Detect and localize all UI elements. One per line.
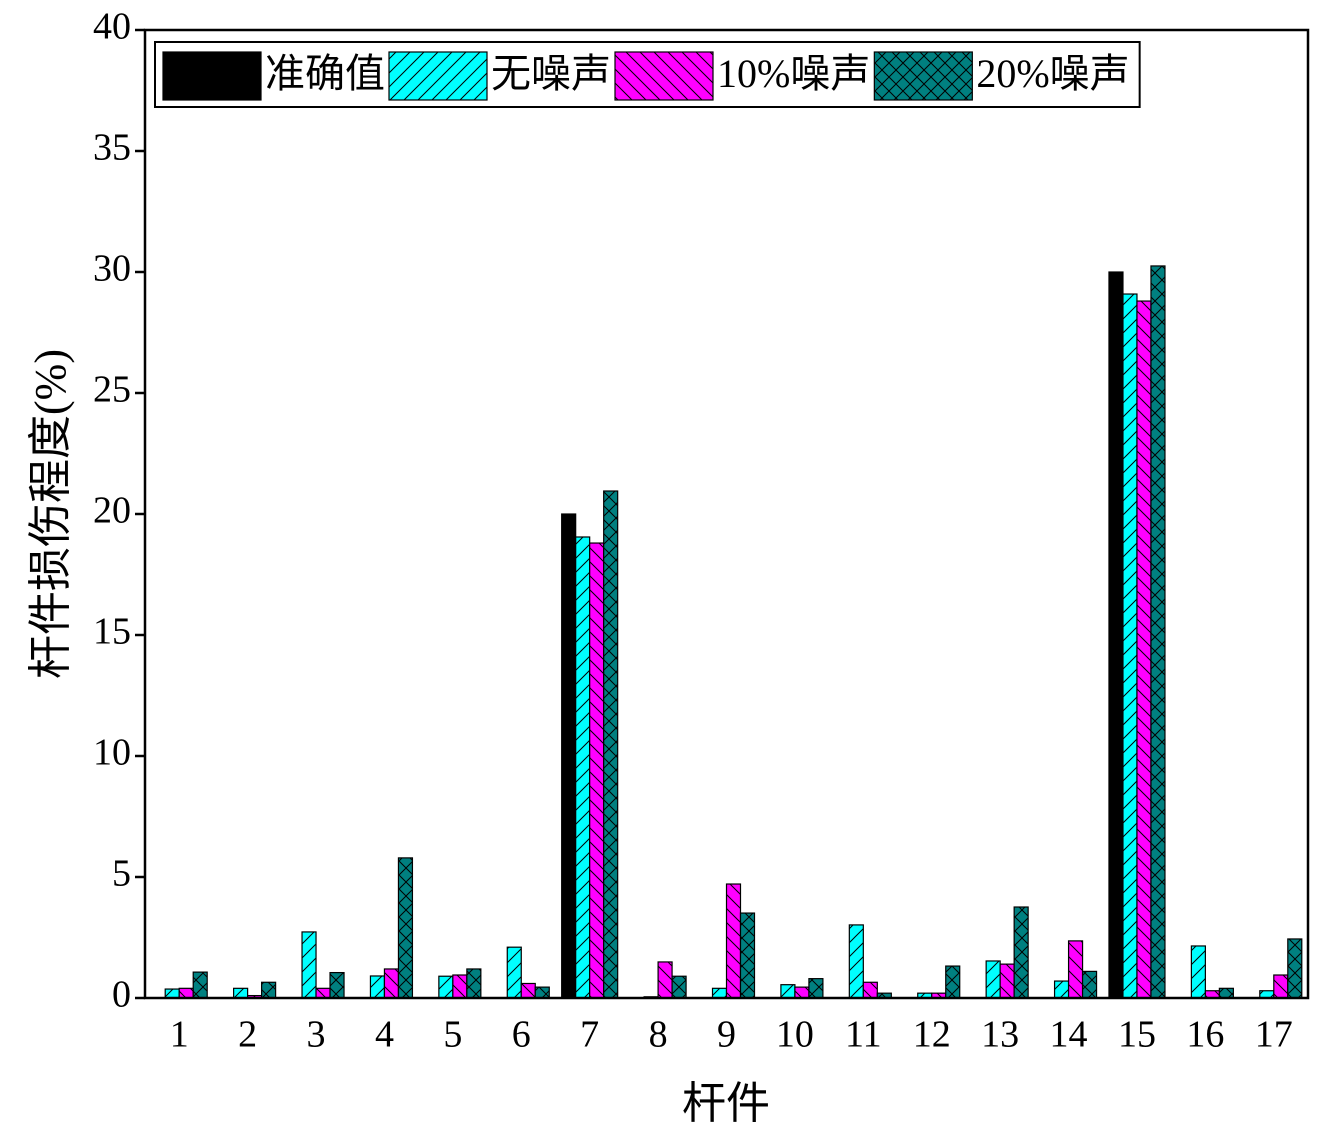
legend-label: 准确值 [265,51,385,96]
legend-label: 20%噪声 [976,51,1129,96]
x-tick-label: 16 [1186,1014,1224,1056]
bar-hatch [1000,964,1015,998]
bar-hatch [1205,990,1220,998]
bar-hatch [521,983,536,998]
bar-hatch [740,913,755,998]
y-axis-title: 杆件损伤程度(%) [26,349,75,679]
x-tick-label: 3 [307,1014,326,1056]
bar-hatch [575,536,590,998]
bar-hatch [261,982,276,998]
y-tick-label: 15 [93,611,131,653]
x-tick-label: 12 [913,1014,951,1056]
legend-swatch-hatch [615,52,713,100]
bar-hatch [384,968,399,998]
bar-hatch [780,984,795,998]
bar-hatch [507,947,522,998]
y-tick-label: 5 [112,853,131,895]
bar-hatch [1014,907,1029,998]
bar-hatch [398,857,413,998]
y-tick-label: 10 [93,732,131,774]
bar-hatch [330,972,345,998]
y-tick-label: 35 [93,127,131,169]
x-tick-label: 8 [649,1014,668,1056]
y-tick-label: 0 [112,974,131,1016]
x-tick-label: 17 [1255,1014,1293,1056]
legend-swatch-hatch [389,52,487,100]
legend-label: 10%噪声 [717,51,870,96]
bar-hatch [849,924,864,998]
y-tick-label: 30 [93,248,131,290]
bar-hatch [931,993,946,998]
legend-box [154,41,1141,108]
x-tick-label: 2 [238,1014,257,1056]
bar-hatch [438,976,453,998]
bar-hatch [672,976,687,998]
bar-hatch [1273,975,1288,998]
bar-hatch [658,961,673,998]
bar-hatch [452,975,467,998]
legend-swatch [162,51,262,101]
bar-hatch [1054,981,1069,998]
y-tick-label: 40 [93,6,131,48]
bar-hatch [712,988,727,998]
bar-hatch [179,988,194,998]
bar-hatch [233,988,248,998]
y-tick-label: 20 [93,490,131,532]
x-tick-label: 9 [717,1014,736,1056]
bar-hatch [917,993,932,998]
bar-hatch [370,975,385,998]
bar-hatch [863,982,878,998]
bar-hatch [986,960,1001,998]
legend-swatch-hatch [874,52,973,100]
bar-hatch [466,968,481,998]
x-axis-title: 杆件 [682,1079,770,1128]
bar-hatch [945,966,960,998]
x-tick-label: 1 [170,1014,189,1056]
y-tick-label: 25 [93,369,131,411]
bar-hatch [1259,990,1274,998]
x-tick-label: 10 [776,1014,814,1056]
bar-hatch [1191,945,1206,998]
bar-hatch [1068,940,1083,998]
bar-hatch [165,989,180,998]
x-tick-label: 13 [981,1014,1019,1056]
bar-hatch [877,993,892,998]
x-tick-label: 7 [580,1014,599,1056]
legend-label: 无噪声 [491,51,611,96]
x-tick-label: 4 [375,1014,394,1056]
bar-hatch [302,931,317,998]
bar-hatch [808,978,823,998]
x-tick-label: 5 [443,1014,462,1056]
bar-hatch [1219,988,1234,998]
bar-hatch [1122,294,1137,999]
bar-hatch [589,543,604,998]
bar-hatch [1287,938,1302,998]
bar [561,513,577,999]
x-tick-label: 11 [845,1014,882,1056]
bar [1108,271,1124,999]
bar-hatch [794,987,809,998]
bar-hatch [316,988,331,998]
plot-frame [143,28,1310,1000]
bar-hatch [1082,971,1097,998]
x-tick-label: 15 [1118,1014,1156,1056]
bar-hatch [1150,265,1165,998]
x-tick-label: 6 [512,1014,531,1056]
bar-hatch [193,972,208,998]
bar-hatch [1136,301,1151,998]
bar-hatch [535,987,550,998]
bar-hatch [603,491,618,998]
x-tick-label: 14 [1050,1014,1088,1056]
bar-hatch [726,884,741,998]
